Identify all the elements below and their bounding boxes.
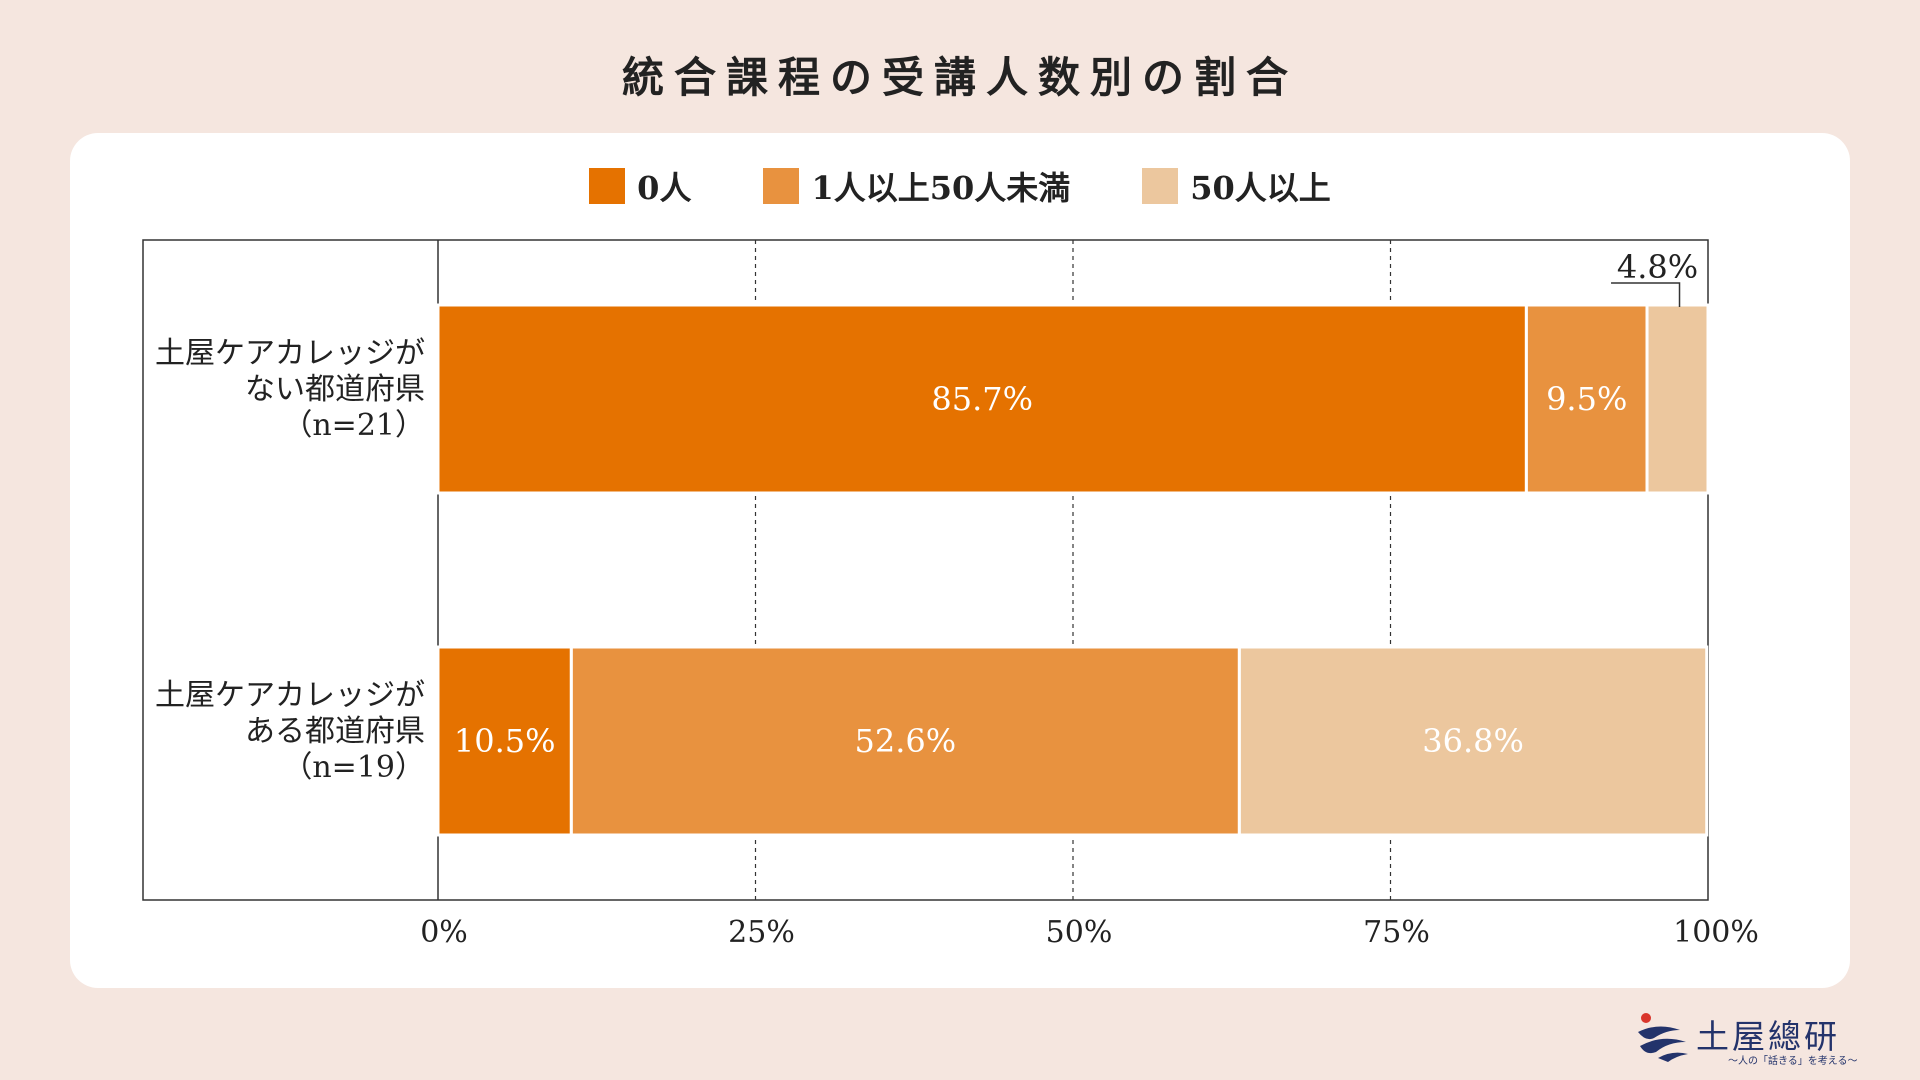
x-tick-label: 0% [420,915,468,950]
logo-name: 土屋總研 [1696,1017,1840,1056]
data-label: 9.5% [1546,380,1627,418]
bar-segment [569,645,1241,837]
legend-swatch-under-50 [763,168,800,204]
bar-segment [436,645,573,837]
legend-label-zero: 0人 [637,169,692,207]
logo-tagline: 〜人の「話きる」を考える〜 [1728,1056,1858,1067]
chart-card: 0人 1人以上50人未満 50人以上 [70,133,1850,988]
data-label: 85.7% [931,380,1033,418]
data-label: 52.6% [855,722,957,760]
x-tick-label: 75% [1363,915,1430,950]
bar-segment [1524,303,1649,495]
bar-segment [1645,303,1710,495]
data-label-callout: 4.8% [1617,248,1698,286]
x-tick-label: 50% [1046,915,1113,950]
bar-segment [1237,645,1709,837]
category-label: （n=19） [282,750,425,785]
data-label: 10.5% [454,722,556,760]
callout-line [1611,282,1681,307]
category-label: ある都道府県 [245,714,425,749]
plot-frame [142,239,1709,901]
legend-swatch-50-plus [1142,168,1179,204]
x-tick-label: 25% [728,915,795,950]
legend-label-under-50: 1人以上50人未満 [811,169,1071,207]
category-label: （n=21） [282,408,425,443]
x-tick-label: 100% [1673,915,1759,950]
legend: 0人 1人以上50人未満 50人以上 [70,163,1850,209]
brand-logo: 土屋總研 〜人の「話きる」を考える〜 [1632,1008,1858,1068]
category-label: ない都道府県 [245,372,425,407]
stacked-bar-chart: 0% 25% 50% 75% 100%85.7% 9.5%4.8%土屋ケアカレッジがない都… [142,239,1759,950]
legend-label-50-plus: 50人以上 [1190,169,1331,207]
category-label: 土屋ケアカレッジが [155,678,425,713]
legend-swatch-zero [589,168,626,204]
logo-icon [1638,1013,1688,1062]
legend-item-50-plus: 50人以上 [1142,163,1331,209]
category-label: 土屋ケアカレッジが [155,336,425,371]
legend-item-under-50: 1人以上50人未満 [763,163,1070,209]
bar-segment [436,303,1528,495]
legend-item-zero: 0人 [589,163,691,209]
data-label: 36.8% [1422,722,1524,760]
chart-title: 統合課程の受講人数別の割合 [621,53,1298,102]
